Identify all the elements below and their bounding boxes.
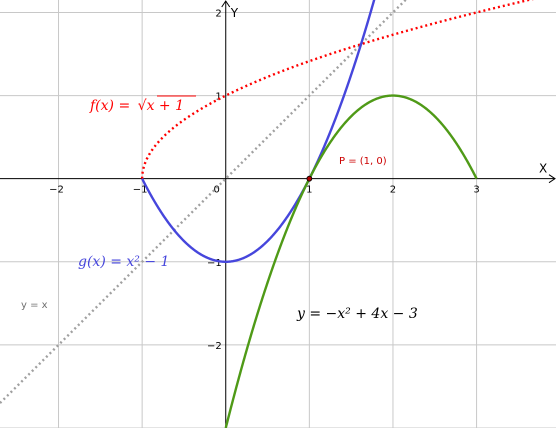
label-f-eq: =	[114, 98, 135, 114]
y-tick-label: 2	[215, 8, 221, 19]
function-labels: f(x) = √x + 1 g(x) = x² − 1 y = −x² + 4x…	[21, 95, 418, 322]
x-tick-label: 1	[306, 185, 312, 196]
curve-h-parabola[interactable]	[224, 94, 478, 428]
line-y-equals-x[interactable]	[0, 0, 410, 404]
y-axis-arrow-icon	[221, 0, 231, 8]
y-tick-label: −2	[207, 341, 222, 352]
label-p[interactable]: P = (1, 0)	[339, 156, 387, 167]
curve-g-parabola[interactable]	[141, 0, 376, 263]
x-axis-label: X	[539, 162, 547, 176]
label-f-name: f(x)	[89, 98, 114, 114]
tick-labels: −2 −1 0 1 2 3 −2 −1 1 2	[49, 8, 480, 351]
x-tick-label: −2	[49, 185, 64, 196]
label-f-radical: √	[138, 98, 147, 114]
curve-f-sqrt[interactable]	[140, 0, 556, 179]
x-tick-label: 2	[390, 185, 396, 196]
label-line[interactable]: y = x	[21, 300, 48, 311]
point-p[interactable]	[306, 175, 313, 182]
y-axis-label: Y	[230, 6, 239, 20]
x-tick-label: 3	[473, 185, 479, 196]
x-axis-arrow-icon	[548, 174, 556, 184]
x-tick-label: −1	[133, 185, 148, 196]
label-f[interactable]: f(x) = √x + 1	[89, 98, 184, 114]
label-g[interactable]: g(x) = x² − 1	[78, 254, 169, 270]
y-tick-label: 1	[215, 92, 221, 103]
x-tick-label: 0	[214, 185, 220, 196]
label-f-radicand: x + 1	[147, 98, 184, 114]
y-tick-label: −1	[207, 258, 222, 269]
label-h[interactable]: y = −x² + 4x − 3	[296, 306, 418, 322]
